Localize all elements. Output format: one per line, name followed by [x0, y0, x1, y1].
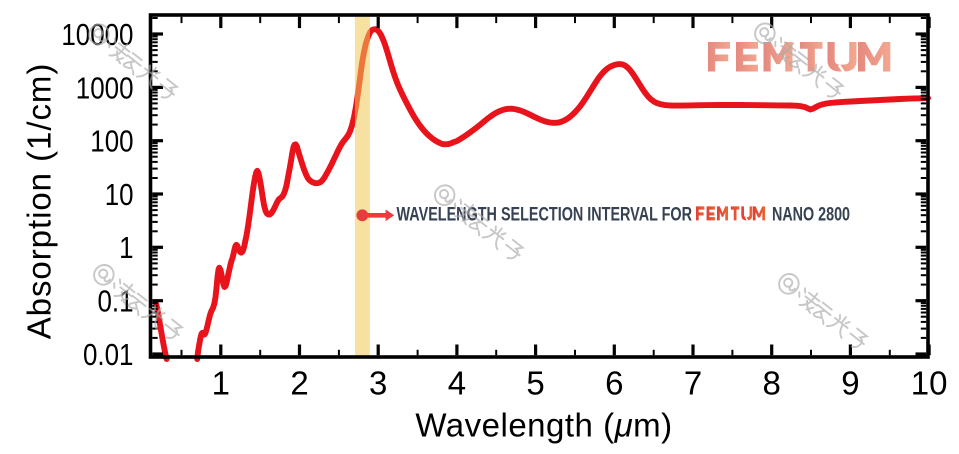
- svg-text:5: 5: [526, 365, 544, 402]
- svg-text:NANO 2800: NANO 2800: [772, 203, 850, 225]
- svg-text:Absorption (1/cm): Absorption (1/cm): [21, 63, 58, 340]
- svg-text:9: 9: [841, 365, 859, 402]
- svg-text:7: 7: [684, 365, 702, 402]
- svg-text:WAVELENGTH SELECTION INTERVAL: WAVELENGTH SELECTION INTERVAL FOR: [397, 203, 693, 225]
- svg-text:8: 8: [763, 365, 781, 402]
- svg-text:10: 10: [105, 178, 134, 212]
- svg-text:4: 4: [448, 365, 466, 402]
- svg-text:10: 10: [911, 365, 948, 402]
- svg-text:1: 1: [119, 231, 133, 265]
- svg-text:0.01: 0.01: [83, 338, 134, 372]
- svg-text:6: 6: [605, 365, 623, 402]
- svg-text:1000: 1000: [76, 71, 134, 105]
- svg-text:100: 100: [90, 125, 133, 159]
- svg-text:1: 1: [212, 365, 230, 402]
- svg-text:2: 2: [290, 365, 308, 402]
- svg-text:Wavelength (μm): Wavelength (μm): [415, 407, 672, 444]
- svg-text:3: 3: [369, 365, 387, 402]
